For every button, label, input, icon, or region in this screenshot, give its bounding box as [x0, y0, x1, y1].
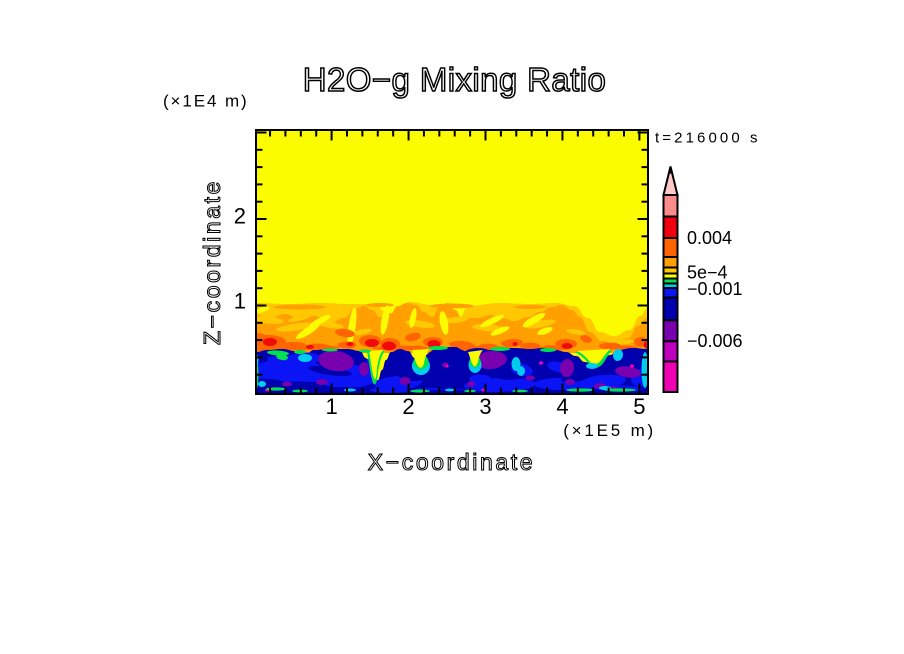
svg-text:5: 5: [633, 394, 645, 419]
svg-text:(×1E4 m): (×1E4 m): [163, 92, 249, 111]
svg-text:(×1E5 m): (×1E5 m): [563, 421, 656, 440]
svg-text:5e−4: 5e−4: [687, 263, 728, 283]
svg-text:t=216000 s: t=216000 s: [655, 130, 761, 147]
svg-text:−0.001: −0.001: [687, 279, 743, 299]
svg-text:0.004: 0.004: [687, 228, 732, 248]
svg-text:H2O−g Mixing Ratio: H2O−g Mixing Ratio: [303, 61, 606, 98]
svg-text:3: 3: [479, 394, 491, 419]
svg-text:1: 1: [234, 289, 246, 314]
svg-text:−0.006: −0.006: [687, 331, 743, 351]
svg-text:2: 2: [402, 394, 414, 419]
svg-text:1: 1: [325, 394, 337, 419]
svg-text:4: 4: [556, 394, 568, 419]
svg-text:X−coordinate: X−coordinate: [368, 449, 535, 475]
svg-text:2: 2: [234, 204, 246, 229]
svg-text:Z−coordinate: Z−coordinate: [199, 179, 225, 345]
